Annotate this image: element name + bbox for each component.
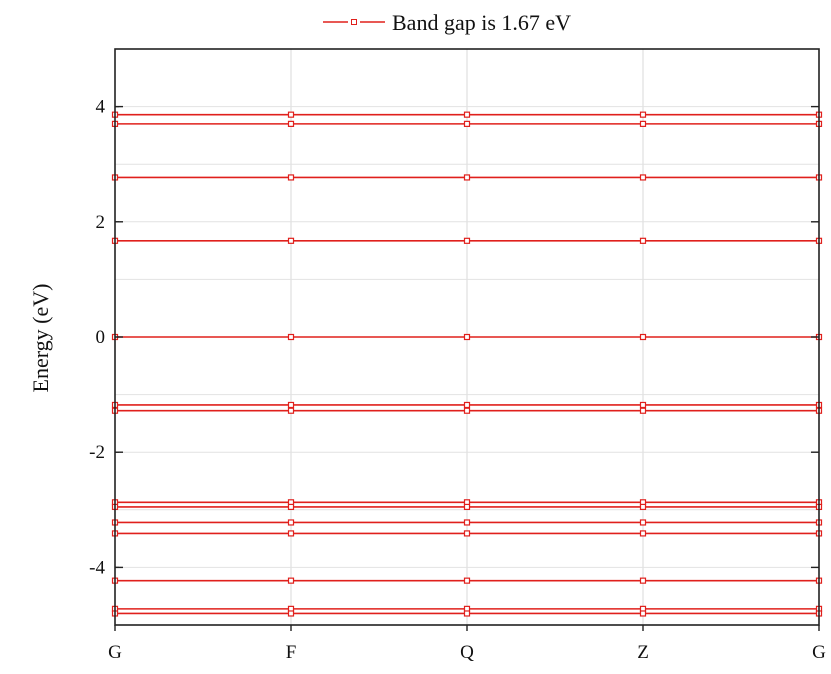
band-point-marker — [463, 237, 471, 244]
legend: Band gap is 1.67 eV — [323, 10, 571, 35]
band-point-marker — [639, 407, 647, 414]
band-point-marker — [287, 503, 295, 511]
x-tick-label: Q — [460, 642, 474, 663]
band-point-marker — [463, 503, 471, 511]
legend-marker-icon — [351, 19, 357, 25]
band-point-marker — [639, 519, 647, 526]
x-tick-label: G — [108, 642, 122, 663]
band-point-marker — [639, 333, 647, 341]
x-tick-label: F — [286, 642, 297, 663]
band-point-marker — [463, 174, 471, 181]
axis-ticks: -4 -2 0 2 4 G F Q Z G — [89, 97, 826, 663]
y-tick-label: 0 — [96, 327, 106, 348]
band-point-marker — [287, 519, 295, 526]
band-point-marker — [287, 120, 295, 127]
legend-label: Band gap is 1.67 eV — [392, 10, 571, 35]
band-point-marker — [463, 401, 471, 409]
band-point-marker — [639, 401, 647, 409]
band-point-marker — [287, 333, 295, 341]
band-point-marker — [639, 111, 647, 118]
band-point-marker — [287, 577, 295, 584]
band-point-marker — [463, 120, 471, 127]
band-point-marker — [287, 610, 295, 617]
band-point-marker — [639, 174, 647, 181]
band-point-marker — [463, 577, 471, 584]
band-point-marker — [287, 237, 295, 244]
y-tick-label: -4 — [89, 557, 105, 578]
band-point-marker — [463, 407, 471, 414]
band-point-marker — [639, 577, 647, 584]
band-point-marker — [639, 237, 647, 244]
band-point-marker — [639, 120, 647, 127]
band-point-marker — [287, 530, 295, 537]
band-point-marker — [287, 174, 295, 181]
band-point-marker — [463, 610, 471, 617]
band-point-marker — [639, 610, 647, 617]
y-tick-label: 4 — [96, 97, 106, 118]
x-tick-label: Z — [637, 642, 649, 663]
y-tick-label: 2 — [96, 212, 106, 233]
band-lines — [111, 111, 823, 617]
band-point-marker — [639, 503, 647, 511]
band-point-marker — [287, 407, 295, 414]
band-point-marker — [463, 519, 471, 526]
y-tick-label: -2 — [89, 442, 105, 463]
band-point-marker — [463, 111, 471, 118]
band-point-marker — [287, 401, 295, 409]
band-point-marker — [463, 333, 471, 341]
band-point-marker — [639, 530, 647, 537]
band-point-marker — [463, 530, 471, 537]
x-tick-label: G — [812, 642, 826, 663]
band-point-marker — [287, 111, 295, 118]
y-axis-label: Energy (eV) — [28, 284, 53, 393]
